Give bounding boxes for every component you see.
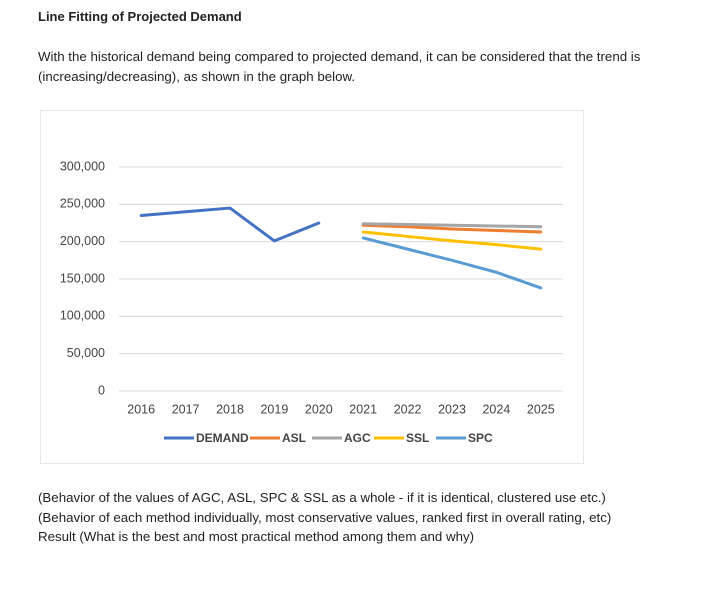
series-line bbox=[361, 223, 543, 234]
y-tick-label: 50,000 bbox=[67, 346, 105, 360]
legend-label: SSL bbox=[406, 431, 429, 445]
x-tick-label: 2024 bbox=[482, 402, 510, 416]
note: (Behavior of each method individually, m… bbox=[38, 509, 612, 525]
legend-label: AGC bbox=[344, 431, 371, 445]
y-tick-label: 250,000 bbox=[60, 197, 105, 211]
x-tick-label: 2017 bbox=[172, 402, 200, 416]
x-tick-label: 2022 bbox=[394, 402, 422, 416]
y-tick-label: 0 bbox=[98, 383, 105, 397]
heading: Line Fitting of Projected Demand bbox=[38, 9, 242, 24]
x-tick-label: 2025 bbox=[527, 402, 555, 416]
x-tick-label: 2018 bbox=[216, 402, 244, 416]
x-tick-label: 2016 bbox=[127, 402, 155, 416]
series-line bbox=[361, 230, 543, 251]
legend-label: SPC bbox=[468, 431, 493, 445]
y-tick-label: 100,000 bbox=[60, 309, 105, 323]
intro-text: With the historical demand being compare… bbox=[38, 49, 641, 84]
note: Result (What is the best and most practi… bbox=[38, 529, 475, 544]
legend-label: DEMAND bbox=[196, 431, 249, 445]
series-line bbox=[139, 206, 321, 243]
chart-frame bbox=[40, 110, 584, 464]
x-tick-label: 2021 bbox=[349, 402, 377, 416]
chart: 0 50,000 100,000 150,000 200,000 250,000 300,0… bbox=[60, 159, 563, 445]
note: (Behavior of the values of AGC, ASL, SPC… bbox=[38, 490, 606, 505]
notes: (Behavior of the values of AGC, ASL, SPC… bbox=[38, 488, 678, 547]
x-tick-label: 2020 bbox=[305, 402, 333, 416]
legend-label: ASL bbox=[282, 431, 306, 445]
y-tick-label: 300,000 bbox=[60, 159, 105, 173]
series-line bbox=[361, 236, 543, 290]
x-tick-label: 2023 bbox=[438, 402, 466, 416]
x-tick-label: 2019 bbox=[260, 402, 288, 416]
y-tick-label: 150,000 bbox=[60, 271, 105, 285]
series-line bbox=[361, 222, 543, 229]
y-tick-label: 200,000 bbox=[60, 234, 105, 248]
